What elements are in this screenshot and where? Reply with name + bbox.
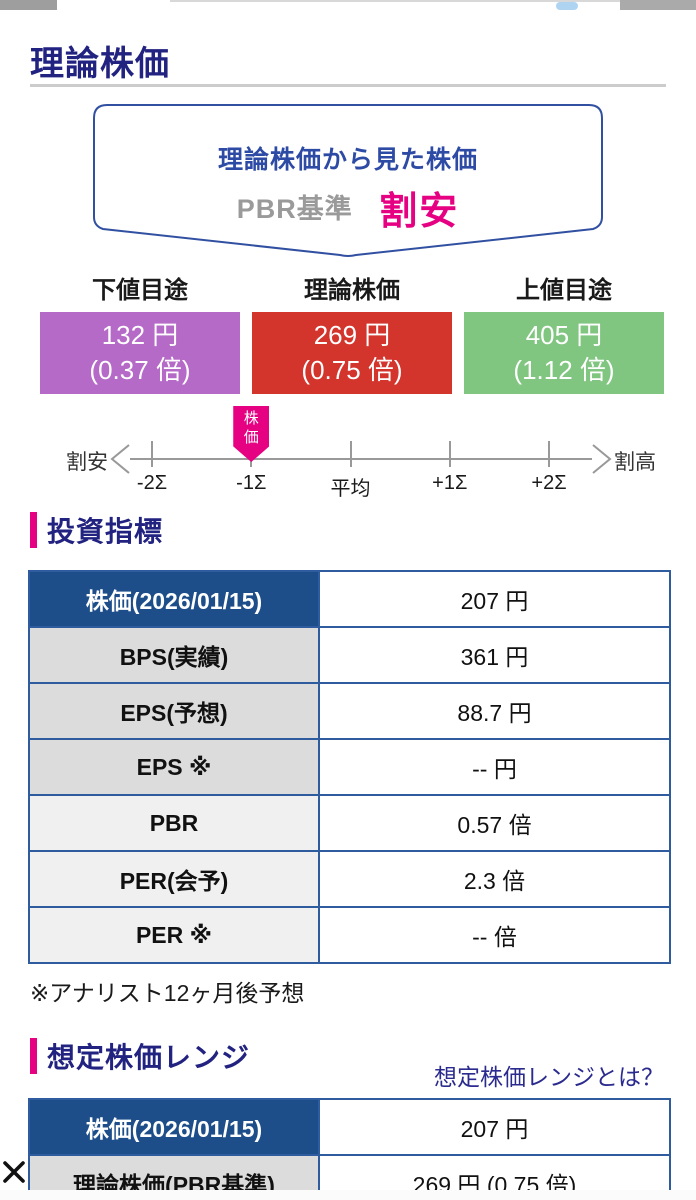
theory-price-value: 269 円 <box>313 319 391 350</box>
bubble-heading: 理論株価から見た株価 <box>217 146 478 174</box>
gauge-cheap-label: 割安 <box>66 451 108 474</box>
row-label: EPS ※ <box>30 740 320 794</box>
theory-price-column: 理論株価 269 円 (0.75 倍) <box>252 274 452 394</box>
gauge-left-arrow-icon <box>110 444 130 474</box>
row-label: 株価(2026/01/15) <box>30 1100 320 1154</box>
upper-target-box: 405 円 (1.12 倍) <box>464 312 664 394</box>
row-value: 207 円 <box>320 572 669 626</box>
gauge-tick-plus2sigma <box>548 441 550 467</box>
upper-target-label: 上値目途 <box>516 277 612 304</box>
row-value: 0.57 倍 <box>320 796 669 850</box>
table-row: 株価(2026/01/15) 207 円 <box>30 572 669 626</box>
row-value: 2.3 倍 <box>320 852 669 906</box>
gauge-tick-plus1sigma <box>448 441 451 467</box>
range-table: 株価(2026/01/15) 207 円 理論株価(PBR基準) 269 円 (… <box>28 1098 671 1200</box>
gauge-expensive-label: 割高 <box>614 451 656 474</box>
close-icon <box>3 1161 25 1183</box>
range-help-link[interactable]: 想定株価レンジとは？ <box>434 1064 664 1090</box>
section-accent-bar <box>30 1038 37 1074</box>
row-value: 361 円 <box>320 628 669 682</box>
bubble-valuation-line: PBR基準 割安 <box>93 180 603 235</box>
title-divider <box>30 84 666 87</box>
row-label: PER ※ <box>30 908 320 962</box>
table-row: PBR 0.57 倍 <box>30 794 669 850</box>
partial-blue-glyph <box>556 2 578 10</box>
range-section-title: 想定株価レンジ <box>30 1036 250 1076</box>
upper-target-price: 405 円 <box>525 319 603 350</box>
current-price-marker: 株価 <box>233 406 270 462</box>
bottom-right-scroll-thumb[interactable] <box>620 0 696 10</box>
gauge-tick-label-mean: 平均 <box>330 478 371 500</box>
theory-price-label: 理論株価 <box>304 277 400 304</box>
pbr-basis-label: PBR基準 <box>236 194 353 224</box>
row-label: PER(会予) <box>30 852 320 906</box>
page-title: 理論株価 <box>30 45 170 83</box>
gauge-track: -2Σ -1Σ 平均 +1Σ +2Σ 株価 <box>137 400 567 500</box>
lower-target-ratio: (0.37 倍) <box>89 355 191 385</box>
theory-price-ratio: (0.75 倍) <box>301 355 403 385</box>
lower-target-box: 132 円 (0.37 倍) <box>40 312 240 394</box>
row-label: EPS(予想) <box>30 684 320 738</box>
gauge-tick-label-plus1sigma: +1Σ <box>432 472 468 494</box>
bottom-edge-panel <box>170 0 696 10</box>
row-label: BPS(実績) <box>30 628 320 682</box>
indicators-table: 株価(2026/01/15) 207 円 BPS(実績) 361 円 EPS(予… <box>28 570 671 964</box>
table-row: 株価(2026/01/15) 207 円 <box>30 1100 669 1154</box>
table-row: BPS(実績) 361 円 <box>30 626 669 682</box>
row-value: -- 倍 <box>320 908 669 962</box>
row-label: PBR <box>30 796 320 850</box>
gauge-right-arrow-icon <box>592 444 612 474</box>
indicators-section-title: 投資指標 <box>30 510 163 550</box>
table-row: PER ※ -- 倍 <box>30 906 669 962</box>
price-target-boxes: 下値目途 132 円 (0.37 倍) 理論株価 269 円 (0.75 倍) … <box>40 274 664 394</box>
analyst-footnote: ※アナリスト12ヶ月後予想 <box>30 980 305 1006</box>
sigma-gauge: 割安 割高 -2Σ -1Σ 平均 +1Σ +2Σ 株価 <box>0 400 696 500</box>
gauge-tick-label-minus2sigma: -2Σ <box>136 472 168 494</box>
gauge-tick-label-minus1sigma: -1Σ <box>236 472 267 494</box>
upper-target-ratio: (1.12 倍) <box>513 355 615 385</box>
bottom-edge-strip <box>0 1190 696 1200</box>
gauge-tick-mean <box>349 441 352 467</box>
table-row: PER(会予) 2.3 倍 <box>30 850 669 906</box>
section-accent-bar <box>30 512 37 548</box>
gauge-tick-label-plus2sigma: +2Σ <box>531 472 567 494</box>
row-value: 207 円 <box>320 1100 669 1154</box>
table-row: EPS(予想) 88.7 円 <box>30 682 669 738</box>
valuation-bubble: 理論株価から見た株価 PBR基準 割安 <box>93 104 603 259</box>
theory-price-box: 269 円 (0.75 倍) <box>252 312 452 394</box>
lower-target-label: 下値目途 <box>92 277 188 304</box>
table-row: EPS ※ -- 円 <box>30 738 669 794</box>
lower-target-column: 下値目途 132 円 (0.37 倍) <box>40 274 240 394</box>
lower-target-price: 132 円 <box>101 319 179 350</box>
gauge-axis-line <box>130 458 592 460</box>
current-price-marker-label: 株価 <box>243 410 259 446</box>
row-value: 88.7 円 <box>320 684 669 738</box>
gauge-tick-minus2sigma <box>151 441 153 467</box>
bubble-outline-shape <box>93 104 603 257</box>
bottom-left-scroll-segment[interactable] <box>0 0 57 10</box>
close-button[interactable] <box>2 1160 26 1184</box>
row-value: -- 円 <box>320 740 669 794</box>
valuation-verdict: 割安 <box>379 191 460 233</box>
row-label: 株価(2026/01/15) <box>30 572 320 626</box>
upper-target-column: 上値目途 405 円 (1.12 倍) <box>464 274 664 394</box>
